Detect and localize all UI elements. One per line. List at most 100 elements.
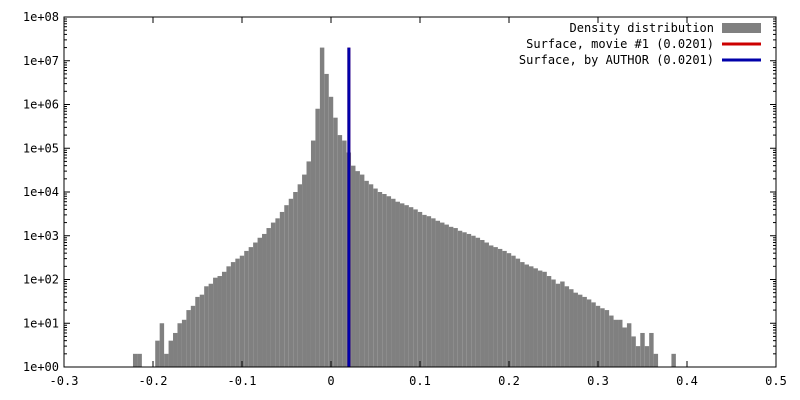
legend: Density distribution Surface, movie #1 (0…: [519, 21, 761, 67]
histogram-bar: [591, 302, 596, 367]
histogram-bar: [364, 180, 369, 367]
histogram-bar: [488, 245, 494, 367]
histogram-bar: [159, 323, 165, 367]
histogram-bar: [408, 207, 414, 367]
histogram-bar: [270, 222, 276, 367]
histogram-bar: [471, 235, 476, 367]
histogram-bar: [199, 294, 205, 367]
x-tick-label: 0.5: [765, 374, 787, 388]
histogram-bar: [186, 310, 191, 367]
legend-swatch: [722, 23, 761, 33]
histogram-bar: [132, 353, 138, 367]
histogram-bar: [177, 323, 182, 367]
histogram-bar: [279, 211, 285, 367]
histogram-bar: [502, 250, 507, 367]
histogram-bar: [626, 323, 632, 367]
histogram-bar: [284, 205, 289, 367]
histogram-bar: [586, 299, 592, 367]
histogram-bar: [435, 220, 441, 367]
histogram-bar: [564, 286, 570, 367]
histogram-bar: [195, 296, 200, 367]
histogram-bar: [306, 161, 311, 367]
histogram-bar: [618, 319, 623, 367]
x-tick-label: 0.2: [498, 374, 520, 388]
histogram-bar: [493, 247, 498, 367]
histogram-bar: [417, 211, 423, 367]
histogram-bar: [221, 271, 227, 367]
histogram-bar: [213, 277, 218, 367]
y-tick-label: 1e+04: [23, 185, 59, 199]
histogram-bar: [373, 188, 378, 367]
histogram-bar: [604, 310, 610, 367]
histogram-bar: [515, 258, 521, 367]
histogram-bar: [609, 315, 614, 367]
histogram-bar: [217, 276, 222, 367]
histogram-bar: [359, 174, 365, 367]
histogram-bar: [168, 340, 174, 367]
histogram-bar: [622, 327, 627, 367]
histogram-bar: [377, 192, 383, 367]
histogram-bar: [293, 192, 298, 367]
histogram-bar: [248, 247, 254, 367]
histogram-bar: [310, 140, 316, 367]
y-tick-label: 1e+06: [23, 98, 59, 112]
histogram-bar: [555, 283, 561, 367]
histogram-bar: [164, 353, 169, 367]
histogram-bar: [644, 346, 650, 367]
histogram-bar: [569, 289, 574, 367]
histogram-bar: [399, 203, 405, 367]
histogram-bar: [444, 224, 449, 367]
histogram-bar: [448, 226, 454, 367]
histogram-bar: [319, 47, 325, 367]
histogram-bar: [391, 198, 396, 367]
histogram-bar: [497, 248, 503, 367]
x-tick-label: 0.3: [587, 374, 609, 388]
histogram-bar: [533, 268, 538, 367]
x-tick-label: -0.3: [50, 374, 79, 388]
histogram-bar: [386, 196, 392, 367]
histogram-bar: [190, 305, 196, 367]
histogram-bars: [132, 47, 676, 368]
histogram-bar: [600, 308, 605, 367]
histogram-bar: [337, 135, 343, 367]
histogram-bar: [613, 319, 619, 367]
legend-label: Density distribution: [570, 21, 715, 35]
histogram-bar: [275, 218, 280, 367]
histogram-bar: [244, 250, 249, 367]
histogram-bar: [422, 214, 427, 367]
histogram-bar: [266, 228, 271, 367]
histogram-bar: [653, 353, 659, 367]
histogram-bar: [257, 237, 263, 367]
histogram-bar: [546, 276, 552, 367]
histogram-bar: [395, 201, 400, 367]
histogram-bar: [595, 305, 601, 367]
histogram-bar: [462, 232, 467, 367]
histogram-bar: [582, 296, 587, 367]
histogram-bar: [649, 332, 654, 367]
histogram-bar: [431, 218, 436, 367]
histogram-bar: [351, 165, 356, 367]
axis-ticks: -0.3 -0.2 -0.1 0 0.1 0.2 0.3 0.4 0.5 1e+00 1e+01 1e…: [23, 10, 787, 388]
histogram-bar: [333, 117, 338, 367]
histogram-bar: [551, 279, 556, 367]
histogram-bar: [404, 205, 409, 367]
y-tick-label: 1e+01: [23, 316, 59, 330]
histogram-bar: [324, 73, 329, 368]
histogram-bar: [181, 319, 187, 367]
histogram-bar: [262, 233, 267, 367]
x-tick-label: -0.1: [228, 374, 257, 388]
histogram-bar: [288, 198, 294, 367]
x-tick-label: 0: [327, 374, 334, 388]
histogram-bar: [466, 233, 472, 367]
histogram-bar: [342, 140, 347, 367]
histogram-bar: [560, 281, 565, 367]
histogram-bar: [671, 353, 676, 367]
x-tick-label: -0.2: [139, 374, 168, 388]
histogram-bar: [635, 346, 641, 367]
histogram-bar: [631, 336, 636, 367]
histogram-bar: [520, 262, 525, 367]
histogram-bar: [573, 292, 578, 367]
histogram-bar: [204, 286, 209, 367]
histogram-bar: [484, 242, 489, 367]
histogram-bar: [368, 184, 374, 367]
